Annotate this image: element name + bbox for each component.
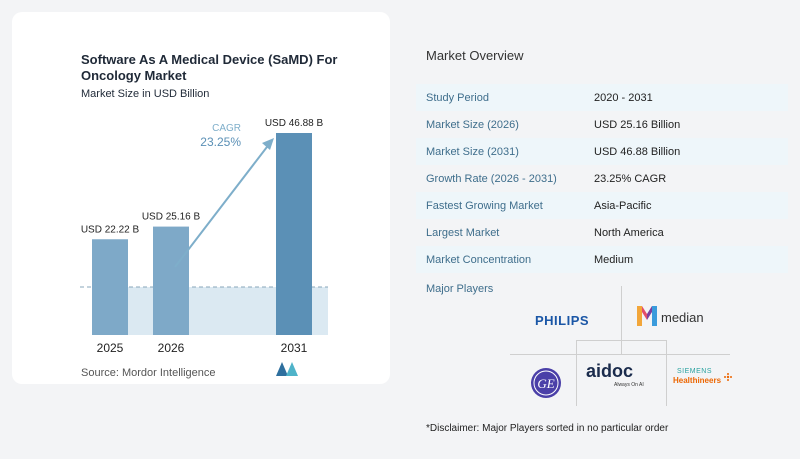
overview-value: Asia-Pacific xyxy=(594,199,652,212)
chart-subtitle: Market Size in USD Billion xyxy=(81,88,210,100)
market-overview-title: Market Overview xyxy=(426,48,524,63)
major-players-title: Major Players xyxy=(426,283,494,295)
overview-label: Growth Rate (2026 - 2031) xyxy=(426,172,557,185)
overview-row: Fastest Growing Market Asia-Pacific xyxy=(416,192,788,219)
cagr-arrow xyxy=(174,138,274,268)
overview-value: USD 25.16 Billion xyxy=(594,118,681,131)
overview-row: Largest Market North America xyxy=(416,219,788,246)
overview-value: USD 46.88 Billion xyxy=(594,145,681,158)
overview-row: Market Size (2031) USD 46.88 Billion xyxy=(416,138,788,165)
siemens-dots-icon xyxy=(724,373,732,381)
aidoc-logo: aidoc xyxy=(586,361,634,381)
overview-label: Market Size (2026) xyxy=(426,118,519,131)
cagr-value: 23.25% xyxy=(200,135,241,149)
overview-row: Study Period 2020 - 2031 xyxy=(416,84,788,111)
grid-divider xyxy=(621,286,622,354)
overview-label: Market Size (2031) xyxy=(426,145,519,158)
bar-chart: USD 22.22 B 2025 USD 25.16 B 2026 USD 46.88 … xyxy=(80,118,328,355)
overview-label: Fastest Growing Market xyxy=(426,199,543,212)
siemens-logo-line1: SIEMENS xyxy=(677,368,713,375)
overview-row: Market Concentration Medium xyxy=(416,246,788,273)
median-logo-icon xyxy=(637,306,657,326)
overview-value: North America xyxy=(594,226,664,239)
overview-row: Growth Rate (2026 - 2031) 23.25% CAGR xyxy=(416,165,788,192)
overview-value: 23.25% CAGR xyxy=(594,172,667,185)
grid-divider xyxy=(576,340,667,341)
x-tick-label: 2031 xyxy=(281,341,308,355)
overview-row: Market Size (2026) USD 25.16 Billion xyxy=(416,111,788,138)
x-tick-label: 2026 xyxy=(158,341,185,355)
bar-2026 xyxy=(153,226,189,335)
overview-label: Market Concentration xyxy=(426,253,532,266)
bar-value-label: USD 25.16 B xyxy=(142,212,201,223)
overview-value: 2020 - 2031 xyxy=(594,91,653,104)
svg-text:GE: GE xyxy=(537,376,554,391)
bar-value-label: USD 22.22 B xyxy=(81,224,140,235)
grid-divider xyxy=(576,340,577,406)
ge-logo-icon: GE xyxy=(531,368,561,398)
overview-label: Largest Market xyxy=(426,226,500,239)
disclaimer: *Disclaimer: Major Players sorted in no … xyxy=(426,423,669,434)
overview-value: Medium xyxy=(594,253,634,266)
grid-divider xyxy=(510,354,730,355)
philips-logo: PHILIPS xyxy=(535,313,590,328)
bar-value-label: USD 46.88 B xyxy=(265,118,324,129)
cagr-label: CAGR xyxy=(212,123,241,134)
chart-title: Software As A Medical Device (SaMD) For … xyxy=(81,52,338,83)
median-logo-text: median xyxy=(661,310,704,325)
overview-label: Study Period xyxy=(426,91,489,104)
aidoc-tagline: Always On AI xyxy=(614,382,644,388)
source-note: Source: Mordor Intelligence xyxy=(81,367,216,379)
grid-divider xyxy=(666,340,667,406)
bar-2031 xyxy=(276,133,312,335)
x-tick-label: 2025 xyxy=(97,341,124,355)
mordor-logo-icon xyxy=(276,362,298,376)
bar-2025 xyxy=(92,239,128,335)
siemens-logo-line2: Healthineers xyxy=(673,376,722,385)
